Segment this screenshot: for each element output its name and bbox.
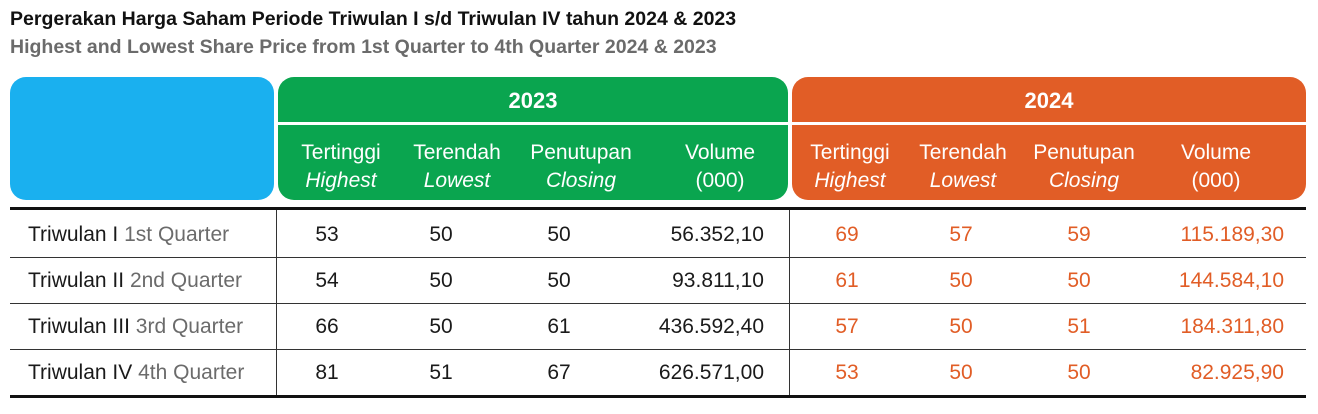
column-divider-label: [276, 210, 277, 395]
cell-2023-volume: 626.571,00: [658, 361, 764, 384]
col-head-label-en: Closing: [545, 169, 617, 192]
col-head-lowest-2023: Terendah Lowest: [402, 139, 512, 195]
cell-2024-closing: 51: [1067, 315, 1091, 338]
cell-2023-closing: 50: [547, 269, 571, 292]
cell-2024-volume: 184.311,80: [1180, 315, 1284, 338]
col-head-label-en: (000): [1191, 169, 1241, 192]
col-head-label-en: (000): [695, 169, 745, 192]
cell-2024-lowest: 50: [949, 361, 973, 384]
col-head-label-id: Penutupan: [1033, 141, 1135, 164]
header-group-2023: 2023 Tertinggi Highest Terendah Lowest P…: [278, 77, 788, 200]
col-head-label-id: Terendah: [413, 141, 501, 164]
col-head-label-id: Terendah: [919, 141, 1007, 164]
row-label-id: Triwulan II: [28, 269, 125, 292]
col-head-closing-2023: Penutupan Closing: [518, 139, 644, 195]
cell-2024-volume: 115.189,30: [1180, 223, 1284, 246]
row-label-en: 1st Quarter: [124, 223, 230, 246]
row-label: Triwulan III 3rd Quarter: [28, 303, 243, 349]
table-row: Triwulan III 3rd Quarter 66 50 61 436.59…: [0, 303, 1318, 349]
page-title: Pergerakan Harga Saham Periode Triwulan …: [10, 8, 737, 30]
col-head-label-id: Volume: [1180, 141, 1252, 164]
row-label-id: Triwulan III: [28, 315, 130, 338]
row-label-en: 2nd Quarter: [129, 269, 243, 292]
cell-2024-volume: 144.584,10: [1178, 269, 1284, 292]
header-divider: [278, 122, 788, 125]
cell-2023-lowest: 51: [429, 361, 453, 384]
cell-2024-lowest: 50: [949, 315, 973, 338]
cell-2023-lowest: 50: [429, 223, 453, 246]
col-head-label-en: Highest: [305, 169, 377, 192]
cell-2024-highest: 57: [835, 315, 859, 338]
col-head-volume-2023: Volume (000): [658, 139, 782, 195]
col-head-label-en: Highest: [814, 169, 886, 192]
row-label-en: 4th Quarter: [138, 361, 245, 384]
year-label-2023: 2023: [508, 88, 558, 113]
col-head-label-id: Volume: [684, 141, 756, 164]
row-divider: [10, 349, 1306, 350]
column-divider-year: [789, 210, 790, 395]
table-row: Triwulan IV 4th Quarter 81 51 67 626.571…: [0, 349, 1318, 395]
table-top-rule: [10, 207, 1306, 210]
col-head-closing-2024: Penutupan Closing: [1022, 139, 1146, 195]
cell-2023-closing: 67: [547, 361, 571, 384]
row-label-id: Triwulan I: [28, 223, 119, 246]
col-head-label-en: Closing: [1048, 169, 1120, 192]
cell-2024-highest: 69: [835, 223, 859, 246]
cell-2024-lowest: 57: [949, 223, 973, 246]
year-label-2024: 2024: [1024, 88, 1074, 113]
col-head-highest-2023: Tertinggi Highest: [282, 139, 400, 195]
row-label: Triwulan II 2nd Quarter: [28, 257, 242, 303]
table-bottom-rule: [10, 395, 1306, 398]
col-head-highest-2024: Tertinggi Highest: [796, 139, 904, 195]
cell-2024-highest: 61: [835, 269, 859, 292]
col-head-volume-2024: Volume (000): [1154, 139, 1278, 195]
row-divider: [10, 257, 1306, 258]
cell-2024-highest: 53: [835, 361, 859, 384]
cell-2024-closing: 50: [1067, 361, 1091, 384]
cell-2023-highest: 53: [315, 223, 339, 246]
cell-2023-lowest: 50: [429, 269, 453, 292]
row-label: Triwulan I 1st Quarter: [28, 211, 229, 257]
col-head-label-en: Lowest: [929, 169, 997, 192]
table-row: Triwulan I 1st Quarter 53 50 50 56.352,1…: [0, 211, 1318, 257]
table-row: Triwulan II 2nd Quarter 54 50 50 93.811,…: [0, 257, 1318, 303]
cell-2023-closing: 50: [547, 223, 571, 246]
cell-2023-lowest: 50: [429, 315, 453, 338]
cell-2023-highest: 54: [315, 269, 339, 292]
page-subtitle: Highest and Lowest Share Price from 1st …: [10, 36, 717, 58]
cell-2024-closing: 50: [1067, 269, 1091, 292]
header-group-2024: 2024 Tertinggi Highest Terendah Lowest P…: [792, 77, 1306, 200]
row-divider: [10, 303, 1306, 304]
cell-2023-volume: 56.352,10: [670, 223, 764, 246]
col-head-lowest-2024: Terendah Lowest: [908, 139, 1018, 195]
row-label-en: 3rd Quarter: [135, 315, 244, 338]
col-head-label-id: Tertinggi: [810, 141, 890, 164]
cell-2023-closing: 61: [547, 315, 571, 338]
cell-2024-lowest: 50: [949, 269, 973, 292]
row-label: Triwulan IV 4th Quarter: [28, 349, 244, 395]
row-label-id: Triwulan IV: [28, 361, 133, 384]
cell-2023-volume: 93.811,10: [672, 269, 764, 292]
cell-2024-closing: 59: [1067, 223, 1091, 246]
header-divider: [792, 122, 1306, 125]
col-head-label-id: Penutupan: [530, 141, 632, 164]
col-head-label-id: Tertinggi: [301, 141, 381, 164]
col-head-label-en: Lowest: [423, 169, 491, 192]
header-blank-cell: [10, 77, 274, 200]
cell-2024-volume: 82.925,90: [1190, 361, 1284, 384]
cell-2023-volume: 436.592,40: [658, 315, 764, 338]
cell-2023-highest: 66: [315, 315, 339, 338]
cell-2023-highest: 81: [315, 361, 339, 384]
